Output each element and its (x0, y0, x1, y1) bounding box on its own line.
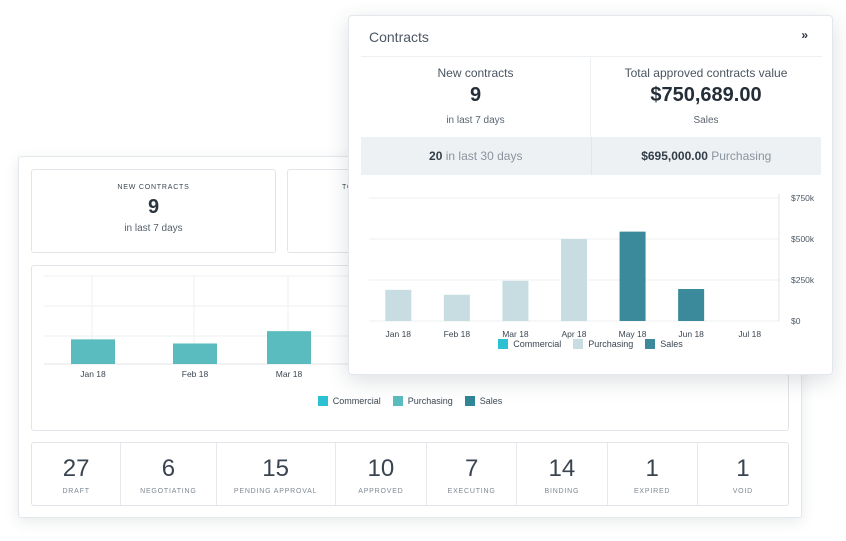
new-contracts-stat-card: NEW CONTRACTS 9 in last 7 days (31, 169, 276, 253)
legend-item-commercial[interactable]: Commercial (318, 396, 381, 406)
legend-swatch (498, 339, 508, 349)
stat-subtext: in last 7 days (361, 115, 590, 126)
summary-amount: $695,000.00 (641, 149, 708, 163)
status-draft[interactable]: 27 DRAFT (32, 443, 121, 505)
legend-item-commercial[interactable]: Commercial (498, 339, 561, 349)
x-tick-label: Mar 18 (502, 329, 529, 339)
status-label: APPROVED (336, 488, 426, 495)
legend-label: Purchasing (588, 339, 633, 349)
status-executing[interactable]: 7 EXECUTING (427, 443, 517, 505)
new-contracts-stat: New contracts 9 in last 7 days (361, 58, 590, 138)
status-count: 6 (121, 455, 215, 483)
legend-swatch (465, 396, 475, 406)
y-tick-label: $250k (791, 275, 815, 285)
bar-purchasing-jan-18[interactable] (385, 290, 411, 321)
legend-item-purchasing[interactable]: Purchasing (393, 396, 453, 406)
bar-purchasing-mar-18[interactable] (267, 331, 311, 364)
contracts-widget-header: Contracts » (361, 16, 822, 57)
legend-swatch (573, 339, 583, 349)
legend-item-sales[interactable]: Sales (645, 339, 683, 349)
status-label: VOID (698, 488, 788, 495)
bar-purchasing-jan-18[interactable] (71, 339, 115, 364)
status-label: BINDING (517, 488, 606, 495)
y-tick-label: $500k (791, 234, 815, 244)
stat-value: 9 (361, 84, 590, 107)
status-count: 27 (32, 455, 120, 483)
legend-label: Sales (660, 339, 683, 349)
summary-strip: 20 in last 30 days $695,000.00 Purchasin… (361, 137, 821, 175)
x-tick-label: Jun 18 (678, 329, 704, 339)
status-label: PENDING APPROVAL (217, 488, 335, 495)
contracts-widget: Contracts » New contracts 9 in last 7 da… (348, 15, 833, 375)
status-approved[interactable]: 10 APPROVED (336, 443, 427, 505)
status-count: 14 (517, 455, 606, 483)
legend-label: Sales (480, 396, 503, 406)
bar-purchasing-mar-18[interactable] (502, 281, 528, 321)
status-label: EXECUTING (427, 488, 516, 495)
stat-value: 9 (32, 196, 275, 219)
x-tick-label: Feb 18 (444, 329, 471, 339)
x-tick-label: Feb 18 (182, 369, 209, 379)
x-tick-label: May 18 (619, 329, 647, 339)
bar-purchasing-feb-18[interactable] (444, 295, 470, 321)
bar-sales-jun-18[interactable] (678, 289, 704, 321)
bar-purchasing-feb-18[interactable] (173, 343, 217, 364)
approved-value-stat: Total approved contracts value $750,689.… (591, 58, 821, 138)
stat-label: NEW CONTRACTS (32, 184, 275, 191)
status-expired[interactable]: 1 EXPIRED (608, 443, 698, 505)
summary-text: in last 30 days (442, 149, 522, 163)
contracts-chart-legend: Commercial Purchasing Sales (349, 339, 832, 351)
legend-label: Commercial (333, 396, 381, 406)
stat-subtext: Sales (591, 115, 821, 126)
status-label: EXPIRED (608, 488, 697, 495)
legend-label: Purchasing (408, 396, 453, 406)
contracts-chart-svg: $750k $500k $250k $0 Jan 18 Feb 18 Mar 18 Apr 1… (349, 176, 834, 341)
purchasing-summary: $695,000.00 Purchasing (592, 137, 822, 175)
stat-value: $750,689.00 (591, 84, 821, 107)
x-tick-label: Jan 18 (386, 329, 412, 339)
y-tick-label: $750k (791, 193, 815, 203)
stat-subtext: in last 7 days (32, 223, 275, 234)
status-count: 1 (608, 455, 697, 483)
y-tick-label: $0 (791, 316, 801, 326)
legend-label: Commercial (513, 339, 561, 349)
legend-swatch (318, 396, 328, 406)
bar-sales-may-18[interactable] (620, 232, 646, 321)
last-30-days-summary: 20 in last 30 days (361, 137, 592, 175)
status-count: 10 (336, 455, 426, 483)
stat-heading: New contracts (361, 66, 590, 80)
widget-title: Contracts (369, 29, 429, 45)
status-label: NEGOTIATING (121, 488, 215, 495)
legend-item-purchasing[interactable]: Purchasing (573, 339, 633, 349)
status-count: 7 (427, 455, 516, 483)
status-count: 15 (217, 455, 335, 483)
x-tick-label: Jan 18 (80, 369, 106, 379)
stat-heading: Total approved contracts value (591, 66, 821, 80)
status-void[interactable]: 1 VOID (698, 443, 788, 505)
status-binding[interactable]: 14 BINDING (517, 443, 607, 505)
legend-item-sales[interactable]: Sales (465, 396, 503, 406)
status-count: 1 (698, 455, 788, 483)
x-tick-label: Apr 18 (561, 329, 586, 339)
summary-text: Purchasing (708, 149, 771, 163)
background-chart-legend: Commercial Purchasing Sales (32, 396, 788, 408)
summary-count: 20 (429, 149, 442, 163)
x-tick-label: Mar 18 (276, 369, 303, 379)
legend-swatch (645, 339, 655, 349)
status-label: DRAFT (32, 488, 120, 495)
bar-purchasing-apr-18[interactable] (561, 239, 587, 321)
status-negotiating[interactable]: 6 NEGOTIATING (121, 443, 216, 505)
x-tick-label: Jul 18 (738, 329, 761, 339)
contract-status-bar: 27 DRAFT 6 NEGOTIATING 15 PENDING APPROVAL 10 A… (31, 442, 789, 506)
double-chevron-right-icon[interactable]: » (801, 28, 808, 42)
status-pending-approval[interactable]: 15 PENDING APPROVAL (217, 443, 336, 505)
legend-swatch (393, 396, 403, 406)
